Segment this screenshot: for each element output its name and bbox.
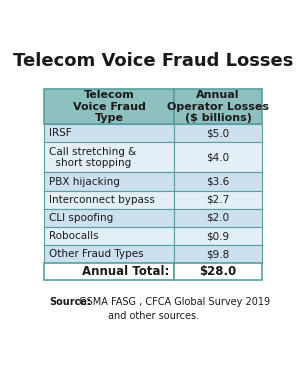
FancyBboxPatch shape <box>174 263 262 280</box>
FancyBboxPatch shape <box>44 142 174 173</box>
Text: Annual Total:: Annual Total: <box>83 265 170 278</box>
Text: GSMA FASG , CFCA Global Survey 2019: GSMA FASG , CFCA Global Survey 2019 <box>76 297 270 306</box>
Text: $28.0: $28.0 <box>199 265 237 278</box>
FancyBboxPatch shape <box>44 89 174 124</box>
Text: IRSF: IRSF <box>49 128 72 138</box>
Text: Telecom
Voice Fraud
Type: Telecom Voice Fraud Type <box>73 90 146 123</box>
FancyBboxPatch shape <box>44 263 174 280</box>
FancyBboxPatch shape <box>174 209 262 227</box>
Text: Other Fraud Types: Other Fraud Types <box>49 249 144 259</box>
Text: $5.0: $5.0 <box>207 128 230 138</box>
Text: Robocalls: Robocalls <box>49 231 99 241</box>
Text: $2.7: $2.7 <box>206 195 230 205</box>
Text: and other sources.: and other sources. <box>108 312 199 322</box>
FancyBboxPatch shape <box>44 124 174 142</box>
Text: $3.6: $3.6 <box>206 177 230 187</box>
FancyBboxPatch shape <box>174 142 262 173</box>
FancyBboxPatch shape <box>44 191 174 209</box>
Text: $2.0: $2.0 <box>207 213 230 223</box>
Text: Telecom Voice Fraud Losses: Telecom Voice Fraud Losses <box>13 52 293 70</box>
Text: $9.8: $9.8 <box>206 249 230 259</box>
FancyBboxPatch shape <box>44 209 174 227</box>
Text: Source:: Source: <box>49 297 91 306</box>
FancyBboxPatch shape <box>174 173 262 191</box>
FancyBboxPatch shape <box>174 191 262 209</box>
FancyBboxPatch shape <box>44 245 174 263</box>
FancyBboxPatch shape <box>174 245 262 263</box>
FancyBboxPatch shape <box>174 227 262 245</box>
FancyBboxPatch shape <box>44 227 174 245</box>
FancyBboxPatch shape <box>44 173 174 191</box>
Text: CLI spoofing: CLI spoofing <box>49 213 114 223</box>
Text: $4.0: $4.0 <box>207 152 230 162</box>
Text: Interconnect bypass: Interconnect bypass <box>49 195 155 205</box>
Text: Annual
Operator Losses
($ billions): Annual Operator Losses ($ billions) <box>167 90 269 123</box>
Text: PBX hijacking: PBX hijacking <box>49 177 120 187</box>
Text: $0.9: $0.9 <box>207 231 230 241</box>
FancyBboxPatch shape <box>174 89 262 124</box>
FancyBboxPatch shape <box>174 124 262 142</box>
Text: Call stretching &
  short stopping: Call stretching & short stopping <box>49 147 137 168</box>
